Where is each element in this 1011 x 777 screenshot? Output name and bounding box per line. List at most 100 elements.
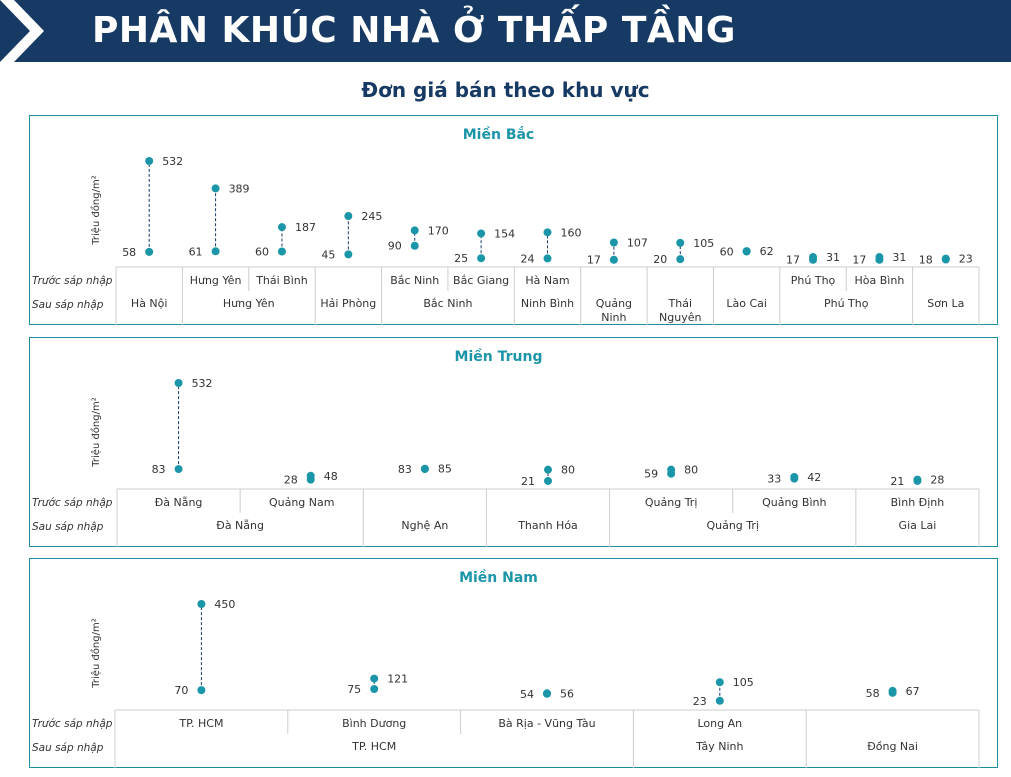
point-high-son-la — [941, 254, 950, 263]
point-high-quang-binh — [790, 472, 799, 481]
panel-title: Miền Trung — [455, 348, 543, 365]
value-low-ba-ria-vung-tau: 54 — [520, 688, 534, 701]
after-label-son-la: Sơn La — [927, 297, 964, 310]
after-label-ha-noi: Hà Nội — [131, 297, 168, 310]
before-label-hoa-binh: Hòa Bình — [855, 274, 905, 287]
value-low-nghe-an: 83 — [398, 463, 412, 476]
before-label-tp-hcm: TP. HCM — [178, 717, 223, 730]
point-high-da-nang — [174, 379, 183, 387]
point-low-long-an — [715, 696, 724, 705]
value-low-binh-dinh: 21 — [890, 475, 904, 488]
before-label-quang-nam: Quảng Nam — [269, 496, 335, 509]
point-high-nghe-an — [420, 464, 429, 473]
after-label-thai-nguyen: Thái Nguyên — [659, 297, 701, 324]
after-label-thanh-hoa: Thanh Hóa — [517, 519, 578, 532]
value-low-bac-giang: 25 — [454, 252, 468, 265]
point-high-hung-yen — [211, 184, 220, 193]
value-high-binh-dinh: 28 — [930, 474, 944, 487]
after-label-gia-lai: Gia Lai — [899, 519, 937, 532]
point-high-long-an — [715, 678, 724, 687]
y-axis-label: Triệu đồng/m² — [90, 397, 102, 467]
after-label-nghe-an: Nghệ An — [401, 519, 448, 532]
point-high-tp-hcm — [197, 600, 206, 608]
before-label-bac-giang: Bắc Giang — [453, 274, 509, 287]
value-high-ha-noi: 532 — [162, 155, 183, 168]
point-high-dong-nai — [888, 686, 897, 695]
point-high-thanh-hoa — [544, 465, 552, 474]
value-high-dong-nai: 67 — [906, 685, 920, 698]
point-high-thai-binh — [277, 223, 286, 232]
point-high-thai-nguyen — [676, 238, 685, 247]
after-label-quang-ninh: Quảng Ninh — [596, 297, 632, 324]
point-high-quang-tri — [667, 465, 676, 474]
before-label-thai-binh: Thái Bình — [255, 274, 308, 287]
point-high-bac-giang — [477, 229, 486, 238]
before-label-ha-nam: Hà Nam — [525, 274, 569, 287]
y-axis-label: Triệu đồng/m² — [90, 175, 102, 245]
value-low-ha-nam: 24 — [521, 252, 535, 265]
before-label-bac-ninh: Bắc Ninh — [390, 274, 439, 287]
header-banner: PHÂN KHÚC NHÀ Ở THẤP TẦNG — [0, 0, 1011, 62]
panel-title: Miền Bắc — [463, 126, 534, 143]
point-high-binh-duong — [370, 674, 379, 683]
value-low-long-an: 23 — [693, 695, 707, 708]
point-high-phu-tho — [809, 253, 818, 262]
value-high-tp-hcm: 450 — [214, 598, 235, 611]
point-high-quang-ninh — [609, 238, 618, 247]
point-high-ha-noi — [145, 157, 154, 165]
point-high-bac-ninh — [410, 226, 419, 235]
point-low-hai-phong — [344, 250, 353, 259]
value-low-quang-binh: 33 — [767, 473, 781, 486]
value-high-thanh-hoa: 80 — [561, 464, 575, 477]
point-low-tp-hcm — [197, 686, 206, 695]
value-low-hai-phong: 45 — [321, 248, 335, 261]
point-low-quang-ninh — [609, 255, 618, 264]
value-high-hai-phong: 245 — [361, 210, 382, 223]
before-label-ba-ria-vung-tau: Bà Rịa - Vũng Tàu — [498, 717, 595, 730]
before-label-hung-yen: Hưng Yên — [190, 274, 242, 287]
before-label-long-an: Long An — [697, 717, 742, 730]
before-label-binh-duong: Bình Dương — [342, 717, 406, 730]
value-high-bac-giang: 154 — [494, 227, 515, 240]
value-high-lao-cai: 62 — [760, 245, 774, 258]
panel-title: Miền Nam — [459, 569, 538, 586]
value-low-thanh-hoa: 21 — [521, 475, 535, 488]
chart-panel-mien-trung: Miền Trung Triệu đồng/m² Trước sáp nhập Sau… — [29, 337, 998, 547]
point-high-hai-phong — [344, 212, 353, 221]
value-high-binh-duong: 121 — [387, 673, 408, 686]
value-high-long-an: 105 — [733, 676, 754, 689]
row-label-after: Sau sáp nhập — [32, 521, 104, 533]
value-low-bac-ninh: 90 — [388, 240, 402, 253]
value-high-thai-nguyen: 105 — [693, 237, 714, 250]
value-high-da-nang: 532 — [192, 377, 213, 390]
value-high-ba-ria-vung-tau: 56 — [560, 687, 574, 700]
row-label-after: Sau sáp nhập — [32, 299, 104, 311]
panel-frame — [29, 558, 998, 768]
value-high-phu-tho: 31 — [826, 251, 840, 264]
point-high-binh-dinh — [913, 475, 922, 484]
before-label-quang-tri: Quảng Trị — [645, 496, 698, 509]
value-low-dong-nai: 58 — [866, 687, 880, 700]
point-low-binh-duong — [370, 685, 379, 693]
after-label-tay-ninh: Tây Ninh — [695, 740, 743, 753]
after-label-phu-tho: Phú Thọ — [824, 297, 869, 310]
value-low-quang-nam: 28 — [284, 474, 298, 487]
point-low-hung-yen — [211, 247, 220, 256]
after-label-quang-tri: Quảng Trị — [706, 519, 759, 532]
row-label-before: Trước sáp nhập — [32, 718, 113, 730]
page-title: PHÂN KHÚC NHÀ Ở THẤP TẦNG — [92, 10, 736, 51]
point-low-thanh-hoa — [544, 476, 552, 485]
point-high-ha-nam — [543, 228, 552, 237]
value-low-binh-duong: 75 — [347, 683, 361, 696]
point-low-thai-binh — [277, 247, 286, 256]
value-high-ha-nam: 160 — [561, 226, 582, 239]
value-low-quang-ninh: 17 — [587, 254, 601, 267]
row-label-after: Sau sáp nhập — [32, 742, 104, 754]
value-high-thai-binh: 187 — [295, 221, 316, 234]
value-high-quang-nam: 48 — [324, 470, 338, 483]
value-low-hung-yen: 61 — [189, 245, 203, 258]
chart-subtitle: Đơn giá bán theo khu vực — [361, 78, 650, 102]
value-high-quang-ninh: 107 — [627, 236, 648, 249]
value-high-bac-ninh: 170 — [428, 224, 449, 237]
value-high-quang-tri: 80 — [684, 464, 698, 477]
